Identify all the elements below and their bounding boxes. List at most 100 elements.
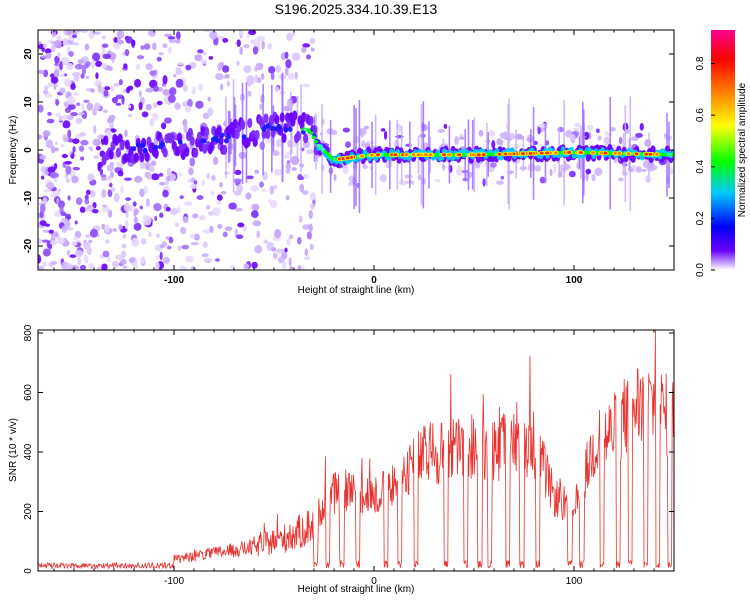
spectrogram-noise-speck — [78, 145, 85, 152]
spectrogram-hotspot — [369, 153, 374, 157]
spectrogram-noise-speck — [179, 172, 183, 177]
spectrogram-hotspot — [503, 152, 508, 156]
spectrogram-noise-speck — [86, 102, 94, 111]
spectrogram-noise-speck — [191, 89, 196, 95]
spectrogram-ridge-cell — [222, 144, 228, 155]
spectrogram-noise-speck — [73, 74, 80, 82]
spectrogram-noise-speck — [261, 40, 265, 50]
spectrogram-noise-speck — [169, 208, 179, 215]
spectrogram-noise-speck — [47, 82, 54, 88]
spectrogram-noise-speck — [288, 234, 294, 240]
spectrogram-noise-speck — [162, 43, 168, 49]
spectrogram-ridge-cell — [202, 138, 207, 144]
spectrogram-noise-speck — [201, 253, 209, 258]
spectrogram-noise-speck — [55, 112, 61, 118]
spectrogram-noise-speck — [220, 83, 224, 91]
spectrogram-noise-speck — [58, 115, 63, 122]
spectrogram-noise-speck — [118, 224, 123, 230]
spectrogram-noise-speck — [152, 102, 158, 109]
spectrogram-hotspot — [476, 153, 481, 157]
spectrogram-noise-speck — [568, 170, 576, 178]
spectrogram-noise-speck — [123, 177, 132, 181]
spectrogram-noise-speck — [138, 101, 143, 111]
spectrogram-noise-speck — [201, 179, 205, 187]
spectrogram-noise-speck — [152, 42, 157, 51]
spectrogram-noise-speck — [198, 215, 207, 221]
spectrogram-noise-speck — [72, 138, 80, 144]
spectrogram-noise-speck — [247, 90, 252, 97]
spectrogram-noise-speck — [245, 175, 254, 180]
spectrogram-noise-speck — [79, 206, 86, 213]
spectrogram-noise-speck — [49, 240, 58, 246]
spectrogram-ridge-cell — [160, 141, 166, 147]
spectrogram-ridge-cell — [276, 123, 282, 130]
spectrogram-ridge-cell — [216, 125, 222, 136]
spectrogram-noise-speck — [196, 195, 204, 201]
spectrogram-noise-speck — [164, 117, 172, 124]
spectrogram-noise-speck — [233, 178, 242, 184]
spectrogram-noise-speck — [71, 175, 79, 184]
spectrogram-ylabel: Frequency (Hz) — [8, 116, 19, 185]
spec-ytick-label: 20 — [23, 48, 34, 60]
spectrogram-noise-speck — [174, 222, 180, 227]
spectrogram-noise-speck — [345, 141, 351, 148]
spectrogram-noise-speck — [256, 62, 262, 69]
spectrogram-noise-speck — [276, 248, 285, 254]
spectrogram-noise-speck — [88, 239, 93, 244]
spectrogram-hotspot — [539, 151, 544, 155]
spectrogram-noise-speck — [139, 188, 145, 198]
colorbar-tick-label: 0.2 — [695, 211, 706, 225]
spectrogram-noise-speck — [147, 30, 157, 37]
spectrogram-noise-speck — [224, 73, 230, 79]
spectrogram-noise-speck — [60, 144, 65, 148]
spectrogram-noise-speck — [574, 122, 581, 128]
spectrogram-ridge-cell — [209, 141, 215, 152]
spectrogram-noise-speck — [107, 209, 113, 218]
spectrogram-streak — [245, 82, 248, 183]
spectrogram-noise-speck — [95, 60, 103, 67]
spectrogram-noise-speck — [219, 182, 223, 188]
spectrogram-ridge-cell — [119, 140, 125, 151]
spectrogram-noise-speck — [268, 65, 276, 74]
spectrogram-noise-speck — [65, 213, 71, 219]
spectrogram-noise-speck — [116, 30, 125, 39]
spectrogram-noise-speck — [617, 177, 624, 182]
spectrogram-hotspot — [648, 152, 653, 156]
spectrogram-noise-speck — [309, 243, 314, 251]
spectrogram-noise-speck — [154, 261, 160, 270]
spectrogram-ridge-cell — [274, 114, 280, 125]
spectrogram-noise-speck — [125, 211, 129, 218]
spectrogram-noise-speck — [68, 51, 74, 57]
spectrogram-noise-speck — [572, 127, 580, 131]
spectrogram-noise-speck — [274, 168, 282, 176]
spectrogram-noise-speck — [42, 43, 47, 49]
spectrogram-noise-speck — [57, 188, 62, 192]
spectrogram-ridge-cell — [303, 133, 309, 144]
spectrogram-noise-speck — [309, 191, 316, 201]
spectrogram-noise-speck — [174, 102, 181, 110]
spectrogram-noise-speck — [206, 172, 210, 180]
spectrogram-noise-speck — [454, 135, 459, 146]
spectrogram-noise-speck — [301, 266, 305, 270]
spectrogram-noise-speck — [81, 103, 85, 111]
spectrogram-noise-speck — [189, 183, 198, 189]
spectrogram-noise-speck — [110, 85, 115, 92]
spectrogram-noise-speck — [69, 254, 77, 258]
spectrogram-noise-speck — [103, 109, 108, 114]
spectrogram-noise-speck — [158, 172, 164, 177]
spectrogram-noise-speck — [156, 56, 162, 62]
spectrogram-noise-speck — [104, 86, 111, 91]
spectrogram-noise-speck — [38, 104, 44, 113]
spectrogram-noise-speck — [274, 229, 282, 239]
spectrogram-noise-speck — [209, 30, 218, 40]
spectrogram-noise-speck — [177, 245, 182, 251]
spectrogram-noise-speck — [148, 165, 155, 172]
spectrogram-noise-speck — [217, 223, 223, 229]
spectrogram-noise-speck — [113, 37, 118, 43]
spectrogram-noise-speck — [182, 216, 189, 224]
spectrogram-noise-speck — [67, 95, 76, 105]
spectrogram-noise-speck — [274, 86, 280, 92]
spectrogram-noise-speck — [239, 46, 243, 55]
spectrogram-noise-speck — [304, 248, 309, 256]
spectrogram-noise-speck — [169, 87, 177, 96]
